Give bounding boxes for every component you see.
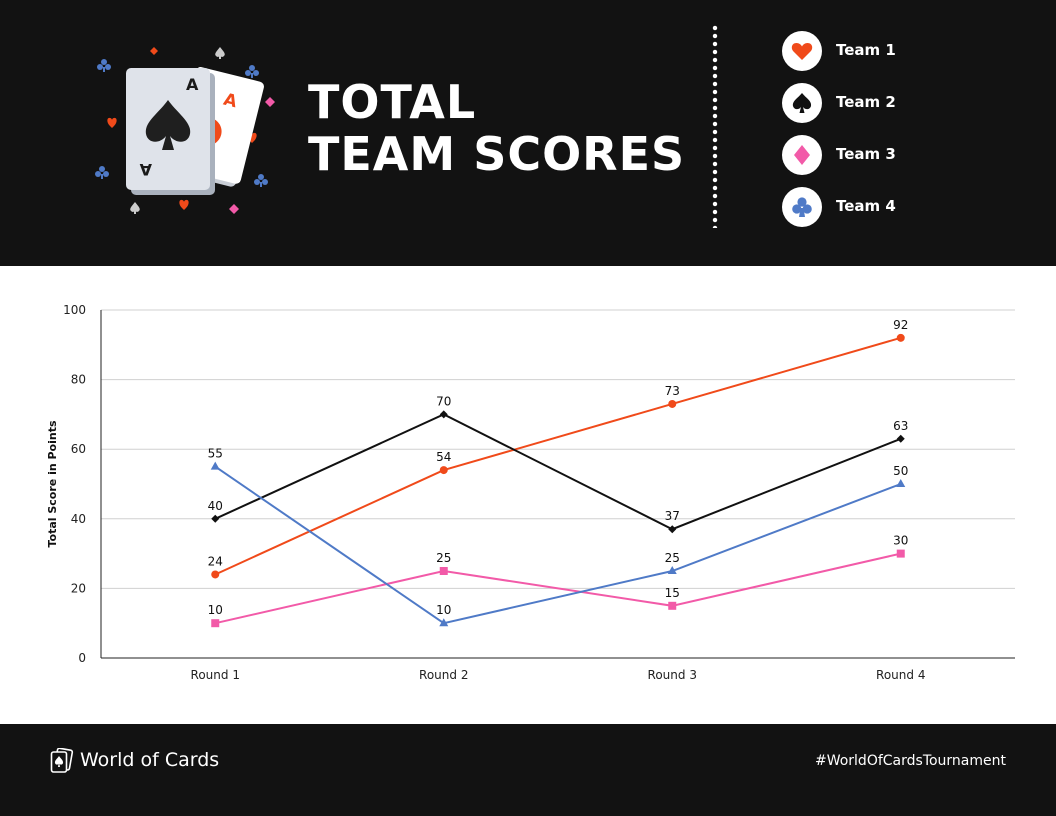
- club-icon: [97, 59, 111, 72]
- data-label: 63: [893, 419, 908, 433]
- header-banner: A A A TOTAL TEAM SCORES Team 1: [0, 0, 1056, 266]
- title-line-1: TOTAL: [308, 75, 477, 129]
- diamond-icon: [265, 97, 275, 107]
- diamond-icon-badge: [782, 135, 822, 175]
- diamond-icon: [229, 204, 239, 214]
- data-point: [667, 566, 677, 574]
- data-point: [896, 479, 906, 487]
- cards-logo-icon: [50, 748, 74, 773]
- line-chart: 0 20 40 60 80 100 Round 1 Round 2 Round 3 Round 4…: [46, 303, 1015, 682]
- data-point: [210, 461, 220, 470]
- data-label: 15: [665, 586, 680, 600]
- legend-label: Team 1: [836, 41, 896, 59]
- card-rank-bottom: A: [139, 160, 152, 179]
- data-label: 92: [893, 318, 908, 332]
- spade-icon-badge: [782, 83, 822, 123]
- data-label: 10: [208, 603, 223, 617]
- x-tick-label: Round 3: [648, 668, 697, 682]
- dotted-divider: [712, 24, 718, 228]
- data-label: 30: [893, 534, 908, 548]
- data-label: 40: [208, 499, 223, 513]
- data-point: [668, 399, 677, 408]
- data-point: [896, 434, 905, 443]
- x-tick-label: Round 2: [419, 668, 468, 682]
- playing-cards-illustration: A A A: [95, 47, 275, 214]
- data-point: [211, 514, 220, 523]
- data-label: 70: [436, 394, 451, 408]
- data-label: 10: [436, 603, 451, 617]
- heart-icon: [179, 199, 189, 210]
- diamond-icon: [150, 47, 158, 55]
- data-point: [668, 525, 677, 534]
- brand-name: World of Cards: [80, 749, 220, 771]
- data-point: [439, 618, 449, 627]
- footer-bar: World of Cards #WorldOfCardsTournament: [0, 724, 1056, 816]
- data-point: [896, 549, 905, 558]
- data-point: [439, 466, 448, 475]
- data-label: 24: [208, 554, 223, 568]
- spade-icon: [130, 202, 140, 214]
- y-tick-label: 100: [63, 303, 86, 317]
- heart-icon-badge: [782, 31, 822, 71]
- data-label: 55: [208, 447, 223, 461]
- club-icon: [245, 65, 259, 78]
- chart-area: 0 20 40 60 80 100 Round 1 Round 2 Round 3 Round 4…: [0, 266, 1056, 724]
- club-icon: [254, 174, 268, 187]
- series-line-4: [214, 465, 902, 625]
- data-label: 25: [665, 551, 680, 565]
- title-line-2: TEAM SCORES: [308, 127, 686, 181]
- series-line-2: [214, 413, 902, 531]
- series-line-1: [214, 336, 902, 576]
- club-icon-badge: [782, 187, 822, 227]
- x-tick-label: Round 1: [191, 668, 240, 682]
- y-axis-title: Total Score in Points: [46, 420, 59, 548]
- data-point: [896, 333, 905, 342]
- data-label: 50: [893, 464, 908, 478]
- data-label: 73: [665, 384, 680, 398]
- heart-icon: [791, 43, 813, 60]
- legend-label: Team 2: [836, 93, 896, 111]
- data-point: [668, 601, 677, 610]
- club-icon: [792, 197, 812, 217]
- x-tick-label: Round 4: [876, 668, 925, 682]
- y-tick-label: 0: [78, 651, 86, 665]
- spade-icon: [792, 93, 812, 113]
- hashtag: #WorldOfCardsTournament: [814, 753, 1006, 769]
- data-point: [439, 567, 448, 575]
- y-tick-label: 40: [71, 512, 86, 526]
- page-title: TOTAL TEAM SCORES: [308, 76, 685, 180]
- data-point: [439, 410, 448, 419]
- y-tick-label: 80: [71, 373, 86, 387]
- legend-label: Team 4: [836, 197, 896, 215]
- data-label: 54: [436, 450, 451, 464]
- data-label: 37: [665, 509, 680, 523]
- spade-icon: [145, 100, 191, 150]
- series-line-3: [215, 552, 901, 625]
- data-point: [211, 619, 220, 628]
- diamond-icon: [794, 145, 810, 165]
- y-tick-label: 60: [71, 442, 86, 456]
- data-point: [211, 570, 220, 579]
- card-rank-top: A: [186, 75, 199, 94]
- legend-label: Team 3: [836, 145, 896, 163]
- data-label: 25: [436, 551, 451, 565]
- club-icon: [95, 166, 109, 179]
- spade-icon: [215, 47, 225, 59]
- heart-icon: [107, 117, 117, 128]
- card-rank-back: A: [221, 90, 239, 113]
- y-tick-label: 20: [71, 581, 86, 595]
